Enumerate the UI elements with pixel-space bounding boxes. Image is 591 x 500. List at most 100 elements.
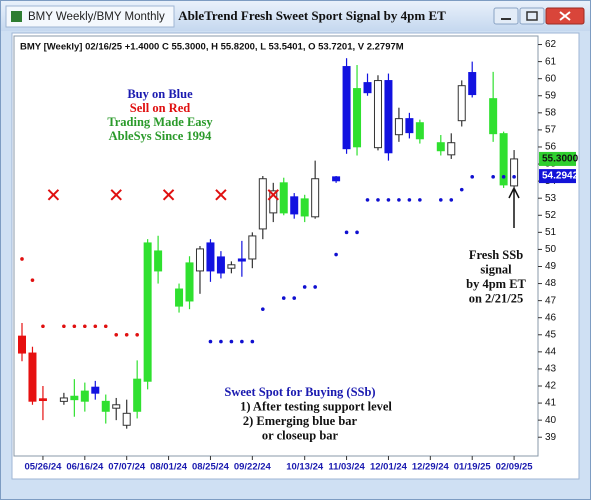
chart-title: AbleTrend Fresh Sweet Sport Signal by 4p… [178, 8, 446, 23]
stop-dot [135, 332, 139, 337]
candle-body [290, 196, 299, 215]
y-tick-label: 41 [545, 398, 557, 409]
y-tick-label: 52 [545, 210, 557, 221]
x-tick-label: 01/19/25 [454, 462, 492, 473]
sweet-spot-note: 2) Emerging blue bar [243, 414, 358, 428]
y-tick-label: 53 [545, 193, 557, 204]
candle-body [415, 122, 424, 140]
stop-dot [470, 175, 475, 179]
candle-body [216, 256, 225, 274]
y-tick-label: 50 [545, 244, 557, 255]
signal-note: signal [480, 262, 512, 276]
y-tick-label: 44 [545, 346, 557, 357]
y-tick-label: 62 [545, 39, 557, 50]
sweet-spot-note: Sweet Spot for Buying (SSb) [224, 385, 375, 399]
candle-body [384, 80, 393, 154]
stop-dot [93, 324, 98, 329]
stop-dot [418, 198, 422, 202]
stop-dot [229, 339, 234, 344]
stop-dot [439, 198, 443, 202]
candle-body [59, 397, 68, 402]
sell-marker [215, 189, 227, 201]
y-tick-label: 58 [545, 107, 557, 118]
sell-marker [110, 189, 122, 201]
x-tick-label: 05/26/24 [24, 462, 62, 473]
signal-note: Fresh SSb [469, 248, 523, 262]
close-icon [559, 11, 571, 21]
candle-body [510, 158, 519, 187]
sweet-spot-note: or closeup bar [262, 428, 339, 442]
candle-body [363, 82, 372, 94]
candle-body [195, 248, 204, 272]
candle-body [206, 242, 215, 272]
x-tick-label: 08/01/24 [150, 462, 188, 473]
stop-dot [449, 198, 454, 202]
candle-body [80, 390, 89, 402]
candle-body [112, 404, 121, 409]
tab[interactable] [5, 5, 175, 28]
legend-note: Trading Made Easy [107, 115, 213, 129]
legend-note: Sell on Red [130, 101, 190, 115]
stop-dot [344, 230, 349, 235]
stop-dot [334, 252, 338, 257]
minimize-button[interactable] [493, 7, 519, 25]
candle-body [394, 118, 403, 136]
stop-dot [365, 198, 370, 202]
candle-body [185, 262, 194, 302]
x-tick-label: 02/09/25 [496, 462, 534, 473]
candle-body [237, 258, 246, 262]
x-tick-label: 11/03/24 [328, 462, 365, 473]
candle-body [175, 288, 184, 307]
candle-body [70, 395, 79, 401]
x-tick-label: 08/25/24 [192, 462, 230, 473]
stop-dot [72, 324, 77, 329]
stop-dot [491, 175, 495, 179]
tab-icon [11, 11, 22, 22]
y-tick-label: 59 [545, 90, 557, 101]
sell-marker [47, 189, 60, 201]
y-tick-label: 46 [545, 312, 557, 323]
y-tick-label: 40 [545, 415, 557, 426]
price-label: 54.2942 [542, 171, 579, 182]
quote-header: BMY [Weekly] 02/16/25 +1.4000 C 55.3000,… [20, 42, 404, 53]
candle-body [258, 178, 267, 230]
stop-dot [240, 339, 244, 344]
y-tick-label: 56 [545, 142, 557, 153]
maximize-button[interactable] [519, 7, 545, 25]
candle-body [38, 398, 47, 402]
y-tick-label: 57 [545, 125, 557, 136]
sell-marker [267, 189, 279, 201]
stop-dot [250, 339, 255, 344]
x-tick-label: 06/16/24 [66, 462, 104, 473]
y-tick-label: 61 [545, 56, 557, 67]
stop-dot [292, 296, 297, 300]
candle-body [332, 176, 341, 182]
stop-dot [20, 257, 24, 261]
y-tick-label: 49 [545, 261, 557, 272]
tab-label[interactable]: BMY Weekly/BMY Monthly [28, 11, 165, 23]
candle-body [279, 182, 288, 214]
stop-dot [114, 332, 119, 337]
candle-body [28, 352, 37, 402]
stop-dot [355, 230, 359, 235]
sweet-spot-note: 1) After testing support level [240, 399, 392, 413]
candle-body [101, 400, 110, 412]
stop-dot [302, 285, 307, 289]
stop-dot [103, 324, 108, 329]
stop-dot [313, 285, 317, 289]
candle-body [499, 133, 508, 186]
sell-marker [162, 189, 175, 201]
candle-body [353, 88, 362, 148]
x-tick-label: 07/07/24 [108, 462, 146, 473]
stop-dot [30, 278, 35, 282]
signal-note: by 4pm ET [466, 277, 526, 291]
candle-body [91, 386, 100, 394]
y-tick-label: 43 [545, 364, 557, 375]
x-tick-label: 10/13/24 [286, 462, 324, 473]
x-tick-label: 12/29/24 [412, 462, 450, 473]
candle-body [154, 250, 163, 272]
y-tick-label: 48 [545, 278, 557, 289]
stop-dot [397, 198, 401, 202]
